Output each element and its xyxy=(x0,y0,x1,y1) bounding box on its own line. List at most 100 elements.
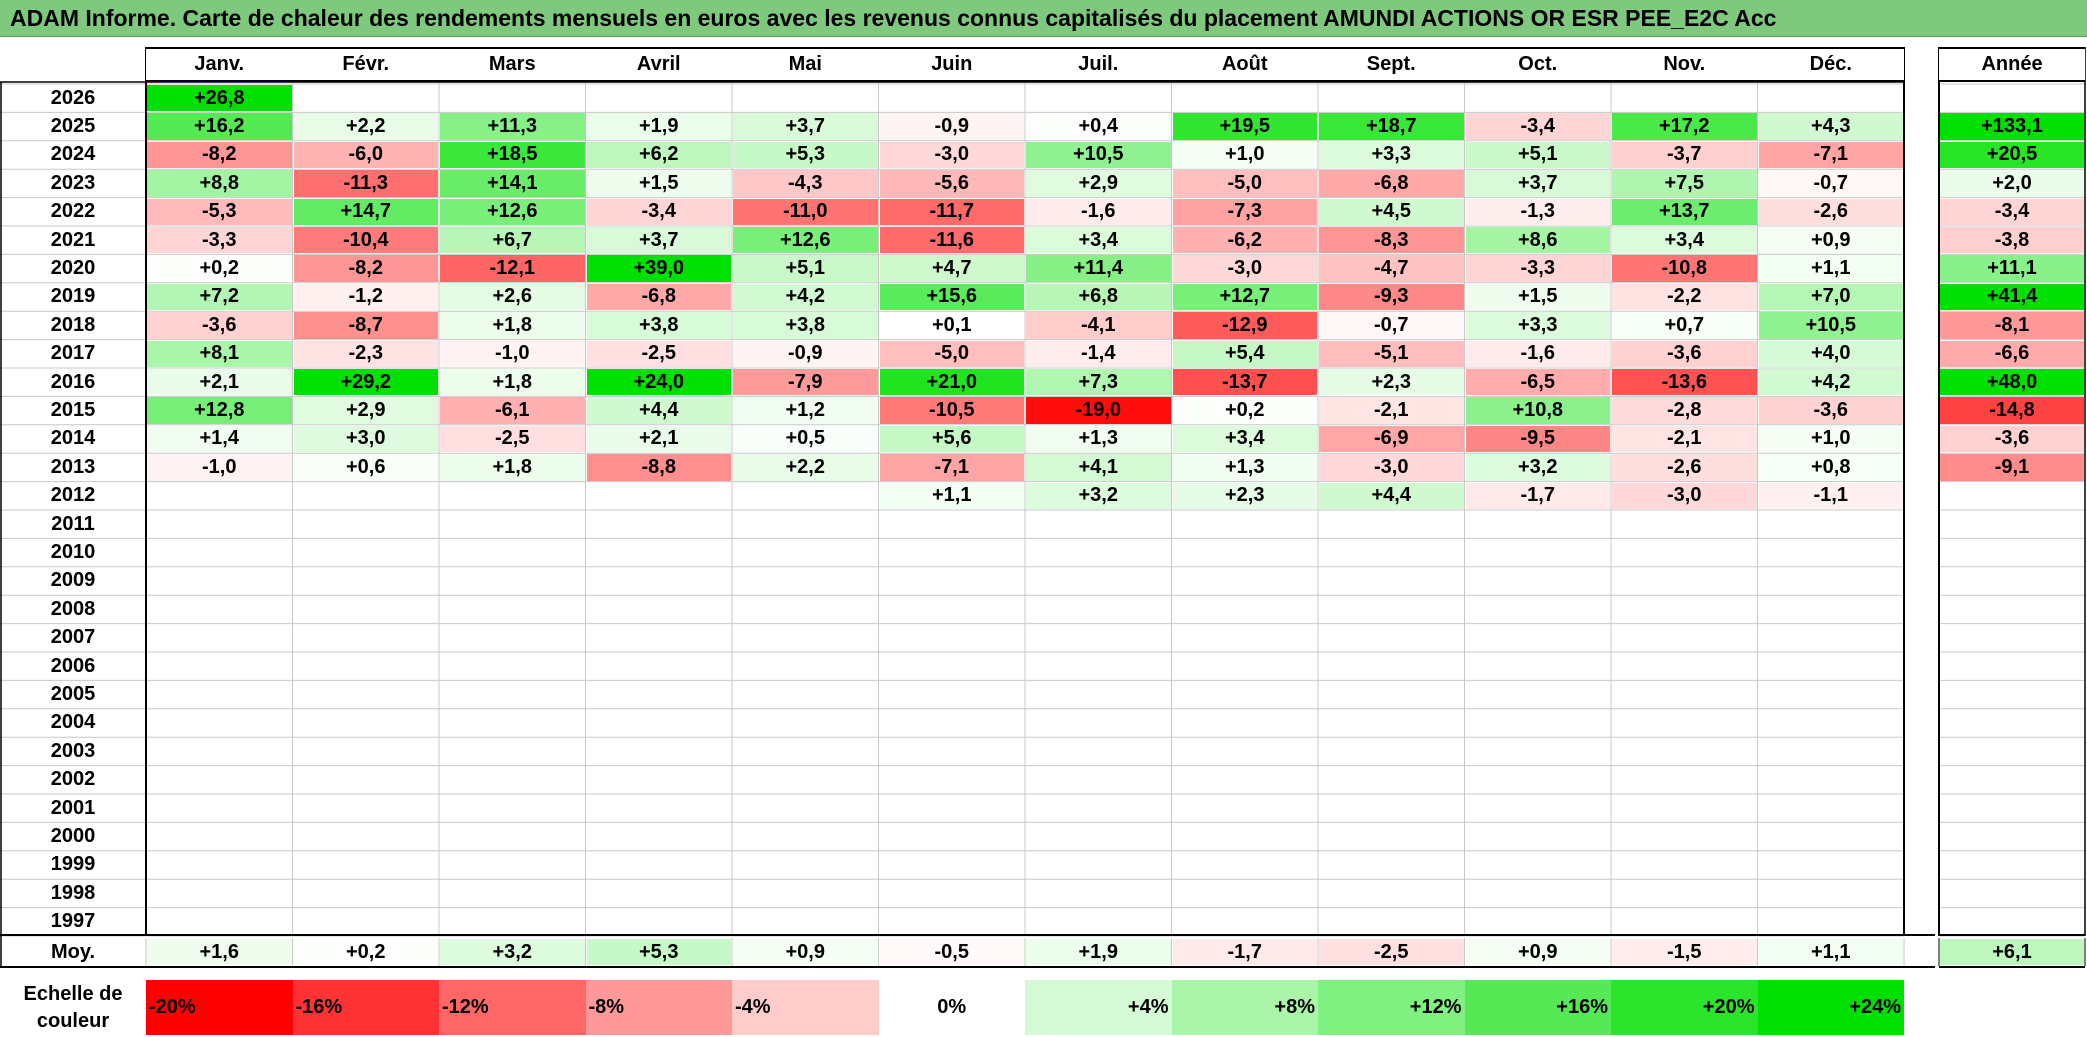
heatmap-cell: -2,5 xyxy=(440,425,585,453)
heatmap-cell xyxy=(1612,596,1757,622)
heatmap-cell: -6,1 xyxy=(440,397,585,424)
average-cell: +3,2 xyxy=(440,939,585,965)
heatmap-cell xyxy=(733,909,878,935)
heatmap-cell xyxy=(733,852,878,878)
year-label: 2006 xyxy=(50,654,96,677)
heatmap-cell xyxy=(1759,738,1904,764)
heatmap-cell: +5,6 xyxy=(879,425,1024,453)
heatmap-cell xyxy=(1759,653,1904,679)
heatmap-cell xyxy=(587,880,732,906)
average-cell: +5,3 xyxy=(586,939,731,965)
heatmap-cell: +4,7 xyxy=(879,255,1024,282)
heatmap-cell xyxy=(440,568,585,594)
heatmap-cell: -4,3 xyxy=(733,170,878,197)
heatmap-cell: +3,2 xyxy=(1465,454,1610,481)
heatmap-cell: +2,2 xyxy=(733,454,878,481)
heatmap-cell xyxy=(1466,681,1611,707)
color-scale-swatch: -8% xyxy=(585,980,732,1035)
month-header: Févr. xyxy=(292,47,439,82)
heatmap-cell xyxy=(1173,85,1318,111)
heatmap-cell: -5,0 xyxy=(1172,170,1317,197)
heatmap-cell xyxy=(880,852,1025,878)
heatmap-cell xyxy=(1466,823,1611,849)
heatmap-cell: -3,0 xyxy=(1319,454,1464,481)
heatmap-cell: +10,8 xyxy=(1465,397,1610,424)
heatmap-cell: +2,2 xyxy=(293,113,438,140)
heatmap-cell: +3,2 xyxy=(1026,482,1171,509)
heatmap-cell: +5,1 xyxy=(733,255,878,282)
color-scale-swatch: +24% xyxy=(1757,980,1904,1035)
heatmap-cell xyxy=(440,852,585,878)
heatmap-cell: +24,0 xyxy=(586,369,731,396)
heatmap-cell xyxy=(440,596,585,622)
heatmap-cell xyxy=(1173,909,1318,935)
heatmap-cell xyxy=(587,909,732,935)
heatmap-cell xyxy=(294,653,439,679)
heatmap-cell xyxy=(147,795,292,821)
heatmap-cell xyxy=(1466,767,1611,793)
year-label: 2011 xyxy=(51,512,95,535)
annual-cell: -6,6 xyxy=(1940,340,2084,367)
heatmap-cell: -6,5 xyxy=(1465,369,1610,396)
heatmap-cell xyxy=(1319,823,1464,849)
average-cell: -1,7 xyxy=(1172,939,1317,965)
heatmap-cell: +1,8 xyxy=(440,454,585,481)
heatmap-cell xyxy=(1759,681,1904,707)
heatmap-cell: -19,0 xyxy=(1026,397,1171,424)
month-header: Avril xyxy=(585,47,732,82)
heatmap-cell: +5,1 xyxy=(1465,141,1610,169)
annual-header: Année xyxy=(1939,47,2085,82)
heatmap-cell xyxy=(880,539,1025,565)
heatmap-cell xyxy=(147,681,292,707)
heatmap-cell xyxy=(587,795,732,821)
month-header: Nov. xyxy=(1611,47,1758,82)
heatmap-cell: +4,3 xyxy=(1758,113,1903,140)
heatmap-cell: -3,3 xyxy=(147,227,292,254)
heatmap-cell: -1,7 xyxy=(1465,482,1610,509)
heatmap-cell: +3,4 xyxy=(1026,227,1171,254)
year-label: 2005 xyxy=(50,683,96,706)
year-label: 2004 xyxy=(50,711,96,734)
heatmap-cell: +3,3 xyxy=(1319,141,1464,169)
heatmap-cell xyxy=(440,653,585,679)
heatmap-cell: -1,6 xyxy=(1026,198,1171,225)
annual-cell: +48,0 xyxy=(1940,369,2084,396)
heatmap-cell: +0,2 xyxy=(1172,397,1317,424)
year-label: 2014 xyxy=(50,427,96,450)
color-scale-swatch: +8% xyxy=(1171,980,1318,1035)
average-cell: +0,9 xyxy=(733,939,878,965)
annual-cell: +2,0 xyxy=(1940,170,2084,197)
average-annual-cell: +6,1 xyxy=(1940,939,2084,965)
heatmap-cell: +16,2 xyxy=(147,113,292,140)
heatmap-cell xyxy=(147,511,292,537)
heatmap-cell xyxy=(1466,85,1611,111)
heatmap-cell xyxy=(1466,795,1611,821)
heatmap-cell xyxy=(1173,880,1318,906)
heatmap-cell xyxy=(1759,625,1904,651)
heatmap-cell xyxy=(147,596,292,622)
heatmap-cell xyxy=(1612,823,1757,849)
heatmap-cell xyxy=(440,681,585,707)
heatmap-cell xyxy=(1026,653,1171,679)
heatmap-cell xyxy=(880,568,1025,594)
year-label: 2012 xyxy=(50,484,96,507)
heatmap-cell: -10,8 xyxy=(1612,255,1757,282)
heatmap-cell: -5,1 xyxy=(1319,340,1464,367)
heatmap-cell: -2,3 xyxy=(293,340,438,367)
heatmap-cell xyxy=(1173,681,1318,707)
heatmap-cell xyxy=(1466,909,1611,935)
heatmap-cell: +0,4 xyxy=(1026,113,1171,140)
heatmap-cell xyxy=(1759,85,1904,111)
heatmap-cell xyxy=(1612,625,1757,651)
heatmap-cell xyxy=(1026,852,1171,878)
heatmap-cell xyxy=(880,653,1025,679)
heatmap-cell xyxy=(1759,767,1904,793)
heatmap-cell xyxy=(147,852,292,878)
heatmap-cell xyxy=(1319,738,1464,764)
heatmap-cell: +12,6 xyxy=(440,198,585,225)
heatmap-cell: +3,7 xyxy=(733,113,878,140)
heatmap-cell xyxy=(147,823,292,849)
heatmap-cell: +3,8 xyxy=(586,312,731,339)
heatmap-cell xyxy=(1466,568,1611,594)
heatmap-cell: -7,1 xyxy=(1758,141,1903,169)
